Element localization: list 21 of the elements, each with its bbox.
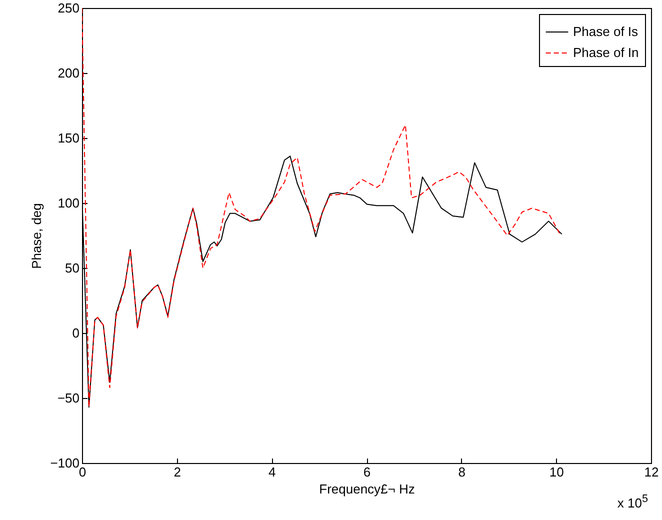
y-tick-label: 0 <box>72 326 80 340</box>
x-tick-label: 12 <box>644 464 659 480</box>
text: x 10$^{5}$ <box>617 493 648 510</box>
line-series <box>82 156 562 408</box>
legend-label: Phase of Is <box>573 24 639 39</box>
y-tick-label: 50 <box>65 260 80 276</box>
y-tick-label: −100 <box>50 456 80 470</box>
x-tick-label: 8 <box>458 464 466 480</box>
legend-label: Phase of In <box>573 45 639 60</box>
y-tick-label: 200 <box>58 66 80 80</box>
x-axis-title: Frequency£¬ Hz <box>319 482 415 496</box>
y-tick-label: 250 <box>58 0 80 16</box>
y-tick-label: 150 <box>58 130 80 146</box>
x-tick-label: 6 <box>363 464 371 480</box>
x-tick-label: 2 <box>174 464 181 480</box>
y-tick-label: 100 <box>58 196 80 210</box>
x-tick-label: 4 <box>268 464 276 480</box>
x-tick-label: 10 <box>549 464 564 480</box>
line-series <box>82 8 560 408</box>
y-axis-title: Phase, deg <box>29 203 44 269</box>
y-tick-label: −50 <box>57 390 80 406</box>
